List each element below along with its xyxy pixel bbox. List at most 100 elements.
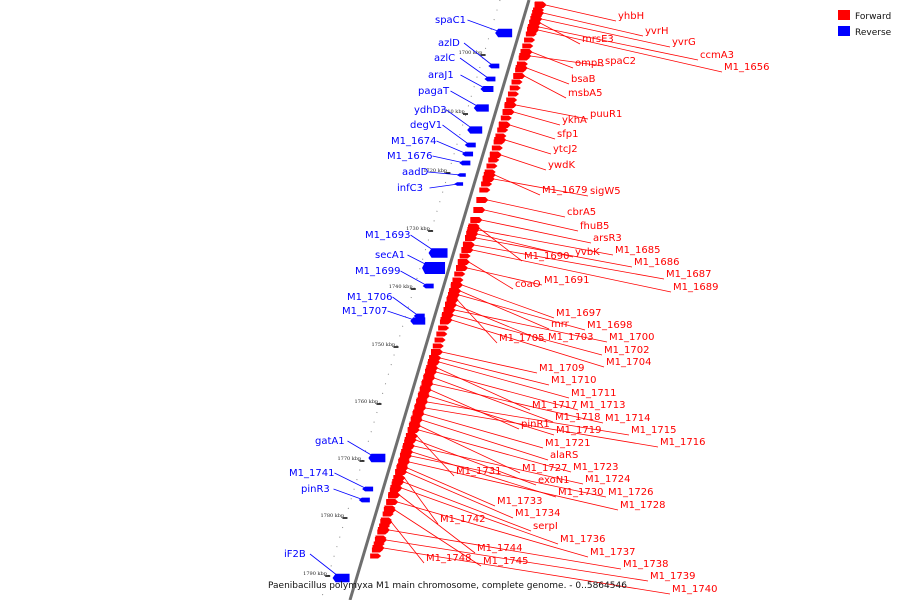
gene-label-m1-1690[interactable]: M1_1690 — [524, 251, 569, 262]
gene-label-pinr1[interactable]: pinR1 — [521, 419, 550, 430]
gene-m1-1676-arrow[interactable] — [459, 160, 471, 166]
gene-m1-1693-arrow[interactable] — [428, 248, 448, 258]
gene-label-m1-1679[interactable]: M1_1679 — [542, 185, 587, 196]
gene-label-m1-1702[interactable]: M1_1702 — [604, 345, 649, 356]
gene-label-m1-1700[interactable]: M1_1700 — [609, 332, 654, 343]
gene-label-m1-1717[interactable]: M1_1717 — [532, 400, 577, 411]
gene-label-ydhd3[interactable]: ydhD3 — [414, 105, 447, 116]
gene-label-m1-1733[interactable]: M1_1733 — [497, 496, 542, 507]
gene-label-m1-1697[interactable]: M1_1697 — [556, 308, 601, 319]
gene-label-m1-1709[interactable]: M1_1709 — [539, 363, 584, 374]
gene-m1-1674-arrow[interactable] — [462, 151, 474, 157]
gene-label-m1-1705[interactable]: M1_1705 — [499, 333, 544, 344]
gene-label-m1-1710[interactable]: M1_1710 — [551, 375, 596, 386]
gene-label-yvrg[interactable]: yvrG — [672, 37, 696, 48]
gene-label-m1-1715[interactable]: M1_1715 — [631, 425, 676, 436]
gene-label-m1-1711[interactable]: M1_1711 — [571, 388, 616, 399]
gene-label-sfp1[interactable]: sfp1 — [557, 129, 578, 140]
gene-label-serpi[interactable]: serpI — [533, 521, 558, 532]
gene-label-degv1[interactable]: degV1 — [410, 120, 442, 131]
gene-aadd-arrow[interactable] — [456, 173, 466, 177]
gene-pinr3-arrow[interactable] — [358, 497, 370, 503]
gene-label-m1-1713[interactable]: M1_1713 — [580, 400, 625, 411]
gene-label-m1-1728[interactable]: M1_1728 — [620, 500, 665, 511]
gene-cbra5-arrow[interactable] — [476, 197, 489, 203]
gene-label-pinr3[interactable]: pinR3 — [301, 484, 330, 495]
gene-label-m1-1716[interactable]: M1_1716 — [660, 437, 705, 448]
gene-label-m1-1706[interactable]: M1_1706 — [347, 292, 392, 303]
gene-if2b-arrow[interactable] — [332, 573, 350, 583]
gene-label-puur1[interactable]: puuR1 — [590, 109, 622, 120]
gene-infc3-arrow[interactable] — [454, 182, 464, 186]
gene-label-m1-1748[interactable]: M1_1748 — [426, 553, 471, 564]
gene-label-m1-1730[interactable]: M1_1730 — [558, 487, 603, 498]
gene-label-m1-1719[interactable]: M1_1719 — [556, 425, 601, 436]
gene-label-m1-1691[interactable]: M1_1691 — [544, 275, 589, 286]
gene-gata1-arrow[interactable] — [368, 453, 386, 463]
gene-label-m1-1718[interactable]: M1_1718 — [555, 412, 600, 423]
gene-label-sigw5[interactable]: sigW5 — [590, 186, 621, 197]
gene-label-m1-1745[interactable]: M1_1745 — [483, 556, 528, 567]
gene-label-m1-1740[interactable]: M1_1740 — [672, 584, 717, 595]
gene-label-m1-1704[interactable]: M1_1704 — [606, 357, 651, 368]
gene-label-infc3[interactable]: infC3 — [397, 183, 423, 194]
gene-label-yvbk[interactable]: yvbK — [575, 247, 600, 258]
gene-label-m1-1686[interactable]: M1_1686 — [634, 257, 679, 268]
gene-label-ykha[interactable]: ykhA — [562, 115, 587, 126]
gene-label-spac1[interactable]: spaC1 — [435, 15, 466, 26]
gene-label-alars[interactable]: alaRS — [550, 450, 578, 461]
gene-label-arsr3[interactable]: arsR3 — [593, 233, 622, 244]
gene-fhub5-arrow[interactable] — [473, 207, 486, 213]
gene-m1-1707-arrow[interactable] — [410, 317, 426, 325]
gene-pagat-arrow[interactable] — [473, 104, 489, 112]
gene-label-m1-1685[interactable]: M1_1685 — [615, 245, 660, 256]
gene-label-gata1[interactable]: gatA1 — [315, 436, 345, 447]
gene-label-m1-1687[interactable]: M1_1687 — [666, 269, 711, 280]
gene-label-azld[interactable]: azlD — [438, 38, 460, 49]
gene-label-m1-1726[interactable]: M1_1726 — [608, 487, 653, 498]
gene-label-ytcj2[interactable]: ytcJ2 — [553, 144, 578, 155]
gene-label-m1-1689[interactable]: M1_1689 — [673, 282, 718, 293]
gene-label-m1-1736[interactable]: M1_1736 — [560, 534, 605, 545]
gene-label-fhub5[interactable]: fhuB5 — [580, 221, 609, 232]
gene-label-m1-1703[interactable]: M1_1703 — [548, 332, 593, 343]
gene-label-msba5[interactable]: msbA5 — [568, 88, 603, 99]
gene-seca1-arrow[interactable] — [422, 262, 446, 274]
gene-label-if2b[interactable]: iF2B — [284, 549, 306, 560]
gene-label-m1-1734[interactable]: M1_1734 — [515, 508, 560, 519]
gene-label-mrr[interactable]: mrr — [551, 319, 570, 330]
gene-label-m1-1731[interactable]: M1_1731 — [456, 466, 501, 477]
gene-label-m1-1723[interactable]: M1_1723 — [573, 462, 618, 473]
gene-label-ywdk[interactable]: ywdK — [548, 160, 575, 171]
gene-m1-1699-arrow[interactable] — [422, 283, 434, 289]
gene-azlc-arrow[interactable] — [484, 76, 496, 82]
gene-label-m1-1674[interactable]: M1_1674 — [391, 136, 436, 147]
gene-label-pagat[interactable]: pagaT — [418, 86, 450, 97]
gene-m1-1741-arrow[interactable] — [362, 486, 374, 492]
gene-label-araj1[interactable]: araJ1 — [428, 70, 454, 81]
gene-spac1-arrow[interactable] — [495, 28, 513, 38]
gene-degv1-arrow[interactable] — [464, 142, 476, 148]
gene-label-coao[interactable]: coaO — [515, 279, 541, 290]
gene-araj1-arrow[interactable] — [480, 86, 494, 92]
gene-label-m1-1744[interactable]: M1_1744 — [477, 543, 522, 554]
gene-label-aadd[interactable]: aadD — [402, 167, 429, 178]
gene-label-m1-1656[interactable]: M1_1656 — [724, 62, 769, 73]
gene-label-m1-1741[interactable]: M1_1741 — [289, 468, 334, 479]
gene-label-m1-1699[interactable]: M1_1699 — [355, 266, 400, 277]
gene-label-azlc[interactable]: azlC — [434, 53, 455, 64]
gene-label-exon1[interactable]: exoN1 — [538, 475, 570, 486]
gene-label-seca1[interactable]: secA1 — [375, 250, 405, 261]
gene-label-m1-1676[interactable]: M1_1676 — [387, 151, 432, 162]
gene-label-m1-1707[interactable]: M1_1707 — [342, 306, 387, 317]
gene-label-m1-1742[interactable]: M1_1742 — [440, 514, 485, 525]
gene-m1-1706-arrow[interactable] — [413, 313, 425, 319]
gene-label-m1-1727[interactable]: M1_1727 — [522, 463, 567, 474]
gene-label-cbra5[interactable]: cbrA5 — [567, 207, 596, 218]
gene-label-bsab[interactable]: bsaB — [571, 74, 596, 85]
gene-azld-arrow[interactable] — [488, 63, 500, 69]
gene-label-m1-1737[interactable]: M1_1737 — [590, 547, 635, 558]
gene-label-mrse3[interactable]: mrsE3 — [582, 34, 614, 45]
gene-label-ccma3[interactable]: ccmA3 — [700, 50, 734, 61]
gene-label-m1-1738[interactable]: M1_1738 — [623, 559, 668, 570]
